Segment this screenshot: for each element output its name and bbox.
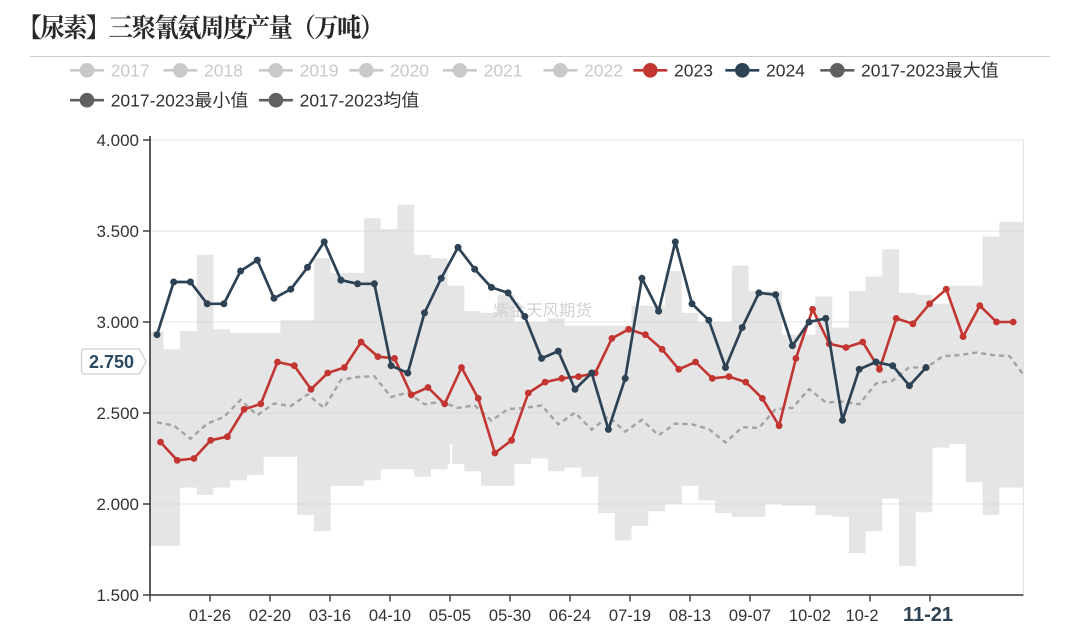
svg-text:2022: 2022 xyxy=(584,61,623,81)
svg-text:2021: 2021 xyxy=(484,61,523,81)
svg-text:1.500: 1.500 xyxy=(96,586,139,605)
svg-text:05-05: 05-05 xyxy=(429,607,471,625)
svg-text:3.500: 3.500 xyxy=(96,222,139,241)
svg-text:2023: 2023 xyxy=(674,61,713,81)
svg-text:2017-2023: 2017-2023 xyxy=(300,91,384,111)
svg-text:3.000: 3.000 xyxy=(96,313,139,332)
svg-text:09-07: 09-07 xyxy=(729,607,771,625)
svg-text:2017: 2017 xyxy=(111,61,150,81)
svg-text:2.500: 2.500 xyxy=(96,404,139,423)
svg-text:10-02: 10-02 xyxy=(789,607,831,625)
svg-text:06-24: 06-24 xyxy=(549,607,591,625)
svg-text:2.000: 2.000 xyxy=(96,495,139,514)
svg-text:02-20: 02-20 xyxy=(249,607,291,625)
svg-text:2017-2023: 2017-2023 xyxy=(861,61,945,81)
svg-text:4.000: 4.000 xyxy=(96,131,139,150)
svg-text:03-16: 03-16 xyxy=(309,607,351,625)
svg-text:2020: 2020 xyxy=(390,61,429,81)
svg-text:2018: 2018 xyxy=(204,61,243,81)
svg-text:11-21: 11-21 xyxy=(903,604,953,626)
svg-text:08-13: 08-13 xyxy=(669,607,711,625)
svg-text:2.750: 2.750 xyxy=(89,352,134,372)
svg-text:04-10: 04-10 xyxy=(369,607,411,625)
svg-text:01-26: 01-26 xyxy=(189,607,231,625)
svg-text:2017-2023: 2017-2023 xyxy=(111,91,195,111)
svg-text:2024: 2024 xyxy=(766,61,805,81)
svg-text:10-2: 10-2 xyxy=(845,607,878,625)
svg-text:05-30: 05-30 xyxy=(489,607,531,625)
svg-text:07-19: 07-19 xyxy=(609,607,651,625)
svg-text:2019: 2019 xyxy=(300,61,339,81)
